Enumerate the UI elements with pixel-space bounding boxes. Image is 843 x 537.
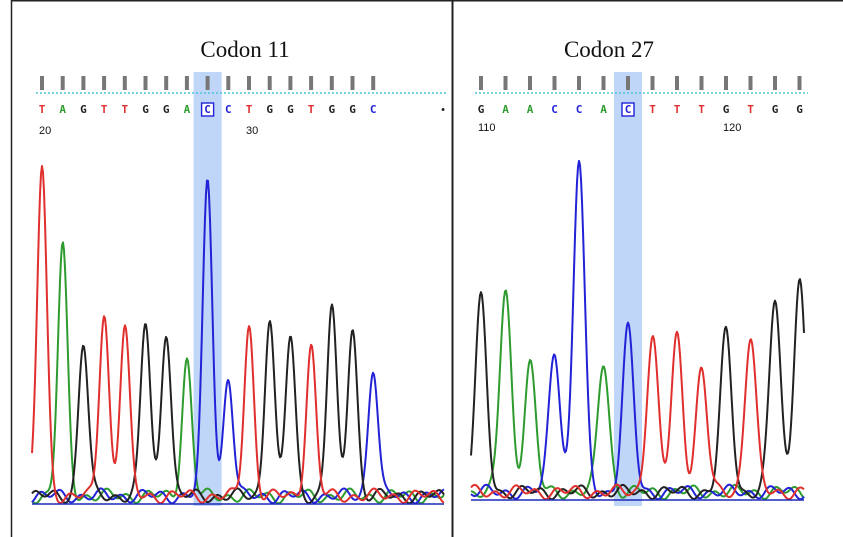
highlighted-base-box: [621, 102, 635, 117]
base-call-C: C: [225, 103, 232, 116]
trailing-marker: •: [441, 104, 445, 116]
tick-mark: [184, 76, 189, 90]
base-call-A: A: [502, 103, 509, 116]
base-call-C: C: [625, 103, 632, 116]
tick-mark: [247, 76, 251, 90]
position-label: 110: [478, 122, 496, 134]
chromatogram-traces: [470, 159, 805, 501]
panel-codon-27: Codon 27 G A A C C A C T T T G T G G 110 120: [470, 37, 808, 506]
position-labels: 110 120: [478, 122, 741, 134]
base-call-G: G: [266, 103, 273, 116]
base-call-A: A: [600, 103, 607, 116]
tick-mark: [748, 76, 753, 90]
base-call-A: A: [527, 103, 534, 116]
tick-mark: [626, 76, 630, 90]
tick-mark: [226, 76, 231, 90]
tick-mark: [40, 76, 44, 90]
base-call-A: A: [59, 103, 66, 116]
base-call-G: G: [723, 103, 730, 116]
highlight-band: [614, 72, 642, 506]
position-label: 20: [39, 125, 51, 137]
base-call-G: G: [772, 103, 779, 116]
position-label: 30: [246, 125, 258, 137]
base-call-T: T: [674, 103, 681, 116]
tick-mark: [601, 76, 606, 90]
base-call-A: A: [184, 103, 191, 116]
tick-mark: [479, 76, 483, 90]
tick-mark: [797, 76, 802, 90]
panel-title: Codon 11: [200, 37, 289, 62]
trace-T: [31, 165, 445, 505]
base-call-T: T: [39, 103, 46, 116]
base-call-G: G: [796, 103, 803, 116]
tick-mark: [102, 76, 107, 90]
chromatogram-traces: [31, 165, 445, 505]
trace-G: [470, 278, 805, 501]
tick-mark: [143, 76, 148, 90]
tick-mark: [371, 76, 376, 90]
base-call-G: G: [163, 103, 170, 116]
base-call-C: C: [551, 103, 558, 116]
trace-C: [31, 179, 445, 505]
tick-mark: [288, 76, 293, 90]
trace-T: [470, 330, 805, 501]
tick-marks: [479, 76, 802, 90]
base-call-T: T: [101, 103, 108, 116]
tick-mark: [309, 76, 314, 90]
base-call-C: C: [576, 103, 583, 116]
base-call-T: T: [246, 103, 253, 116]
tick-mark: [350, 76, 355, 90]
trace-G: [31, 303, 445, 505]
tick-mark: [329, 76, 334, 90]
base-call-T: T: [121, 103, 128, 116]
base-call-G: G: [80, 103, 87, 116]
base-call-G: G: [478, 103, 485, 116]
tick-mark: [267, 76, 272, 90]
tick-mark: [205, 76, 210, 90]
tick-mark: [528, 76, 532, 90]
tick-mark: [60, 76, 65, 90]
tick-mark: [503, 76, 508, 90]
base-call-G: G: [142, 103, 149, 116]
tick-mark: [650, 76, 655, 90]
tick-mark: [675, 76, 679, 90]
base-call-C: C: [370, 103, 377, 116]
base-call-C: C: [204, 103, 211, 116]
base-call-G: G: [328, 103, 335, 116]
base-call-G: G: [349, 103, 356, 116]
position-label: 120: [723, 122, 741, 134]
tick-mark: [724, 76, 728, 90]
tick-mark: [773, 76, 777, 90]
tick-mark: [81, 76, 86, 90]
highlighted-base-box: [200, 102, 215, 117]
position-labels: 20 30: [39, 125, 258, 137]
panel-title: Codon 27: [564, 37, 654, 62]
tick-mark: [164, 76, 169, 90]
tick-mark: [699, 76, 704, 90]
figure-frame: [10, 0, 843, 537]
tick-mark: [552, 76, 557, 90]
base-call-G: G: [287, 103, 294, 116]
tick-mark: [577, 76, 581, 90]
base-call-T: T: [747, 103, 754, 116]
tick-marks: [40, 76, 376, 90]
trace-C: [470, 159, 805, 501]
base-call-T: T: [698, 103, 705, 116]
base-call-T: T: [649, 103, 656, 116]
tick-mark: [122, 76, 127, 90]
base-call-T: T: [308, 103, 315, 116]
